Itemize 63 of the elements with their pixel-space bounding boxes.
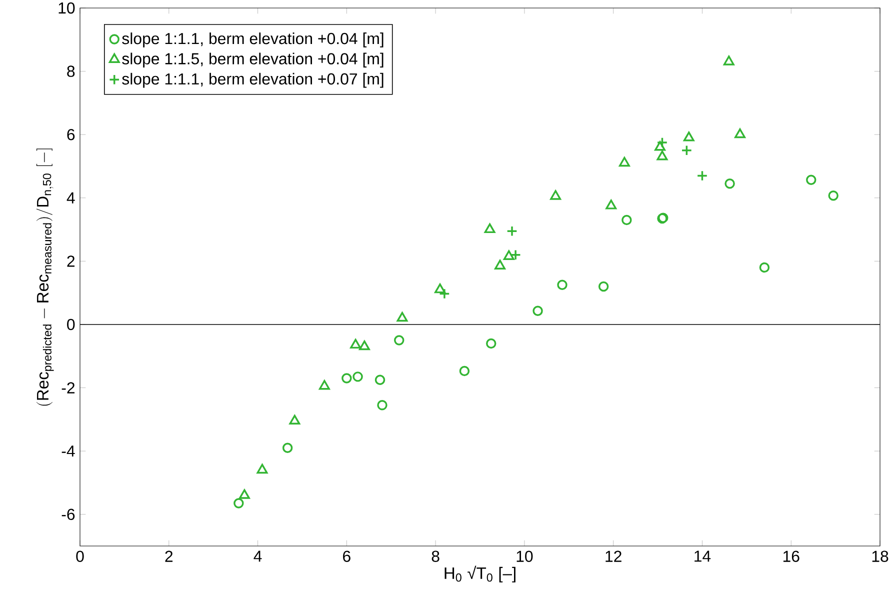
x-tick-label: 4 <box>254 550 262 562</box>
point <box>289 414 300 425</box>
point <box>234 498 244 508</box>
y-tick-label: 8 <box>67 66 75 77</box>
point <box>438 288 450 300</box>
x-tick-label: 16 <box>783 550 800 562</box>
x-tick-label: 12 <box>606 550 622 562</box>
point <box>618 156 630 167</box>
point <box>724 178 735 189</box>
point <box>318 380 330 390</box>
y-axis-title: $(\mathrm{Rec}_{\mathrm{predicted}}-\mathrm{Rec}_{\mathrm{measured}})/\mathrm{D}_{\mathrm{n,50}}\ [-]$ <box>36 148 54 406</box>
point <box>494 260 506 270</box>
point <box>350 338 362 349</box>
point <box>759 262 770 273</box>
point <box>486 338 496 349</box>
point <box>282 442 293 454</box>
x-tick-label: 14 <box>694 550 711 562</box>
point <box>484 223 496 234</box>
x-tick-label: 10 <box>516 550 533 562</box>
point <box>503 250 514 260</box>
point <box>606 200 617 210</box>
point <box>342 373 352 384</box>
point <box>459 366 470 376</box>
point <box>256 464 268 474</box>
point <box>352 372 363 382</box>
point <box>434 283 446 294</box>
x-axis-title: H$_{0}$ √T$_{0}$ [–] <box>444 566 516 582</box>
point <box>557 280 568 290</box>
point <box>656 150 668 160</box>
y-tick-label: 6 <box>67 128 75 140</box>
point <box>550 190 562 200</box>
point <box>622 214 632 226</box>
y-tick-label: -4 <box>62 446 75 457</box>
x-tick-label: 8 <box>432 550 440 562</box>
legend-label: slope 1:1.1, berm elevation +0.07 [m] <box>122 72 384 88</box>
point <box>358 340 370 350</box>
point <box>532 306 543 316</box>
x-tick-label: 18 <box>872 550 888 562</box>
point <box>681 144 692 156</box>
point <box>394 335 404 346</box>
point <box>506 226 518 237</box>
point <box>374 374 386 385</box>
point <box>238 489 250 499</box>
point <box>828 190 838 201</box>
x-tick-label: 6 <box>343 550 350 562</box>
point <box>806 174 816 185</box>
legend-label: slope 1:1.1, berm elevation +0.04 [m] <box>122 32 384 48</box>
point <box>734 128 746 138</box>
point <box>683 132 694 142</box>
point <box>377 400 388 410</box>
y-tick-label: 4 <box>66 192 75 204</box>
x-tick-label: 2 <box>165 550 173 562</box>
y-tick-label: -6 <box>62 508 75 520</box>
legend-label: slope 1:1.5, berm elevation +0.04 [m] <box>122 52 384 68</box>
y-tick-label: 10 <box>58 2 75 14</box>
point <box>396 312 408 322</box>
point <box>723 56 734 66</box>
x-tick-label: 0 <box>76 550 84 562</box>
y-tick-label: 2 <box>67 256 75 267</box>
point <box>598 281 609 292</box>
y-tick-label: -2 <box>62 382 75 394</box>
y-tick-label: 0 <box>67 318 75 330</box>
point <box>696 170 708 182</box>
